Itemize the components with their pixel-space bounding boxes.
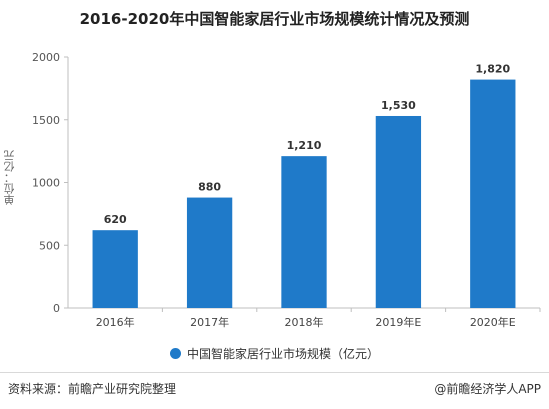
bar (186, 197, 233, 308)
brand-credit: @前瞻经济学人APP (434, 382, 541, 396)
bar-value-label: 1,210 (287, 139, 322, 152)
bar (281, 156, 327, 308)
y-tick-label: 0 (53, 302, 60, 315)
bar-value-label: 1,530 (381, 99, 416, 112)
x-tick-label: 2017年 (190, 315, 229, 329)
y-tick-label: 2000 (32, 51, 60, 64)
y-tick-label: 1500 (32, 114, 60, 127)
x-tick-label: 2020年E (470, 315, 516, 329)
bar (92, 230, 138, 308)
y-tick-label: 1000 (32, 177, 60, 190)
x-tick-label: 2019年E (375, 315, 421, 329)
chart-legend: 中国智能家居行业市场规模（亿元） (0, 345, 549, 362)
bar-value-label: 1,820 (475, 63, 510, 76)
x-tick-label: 2016年 (96, 315, 135, 329)
legend-label: 中国智能家居行业市场规模（亿元） (186, 347, 379, 361)
footer-divider (0, 372, 549, 373)
bar-value-label: 880 (198, 181, 221, 194)
bar-value-label: 620 (104, 213, 127, 226)
y-tick-label: 500 (39, 239, 60, 252)
bar (470, 79, 516, 308)
legend-marker (169, 348, 181, 359)
chart-title: 2016-2020年中国智能家居行业市场规模统计情况及预测 (79, 10, 470, 28)
x-tick-label: 2018年 (285, 315, 324, 329)
bar (375, 115, 422, 308)
source-note: 资料来源：前瞻产业研究院整理 (8, 382, 177, 396)
